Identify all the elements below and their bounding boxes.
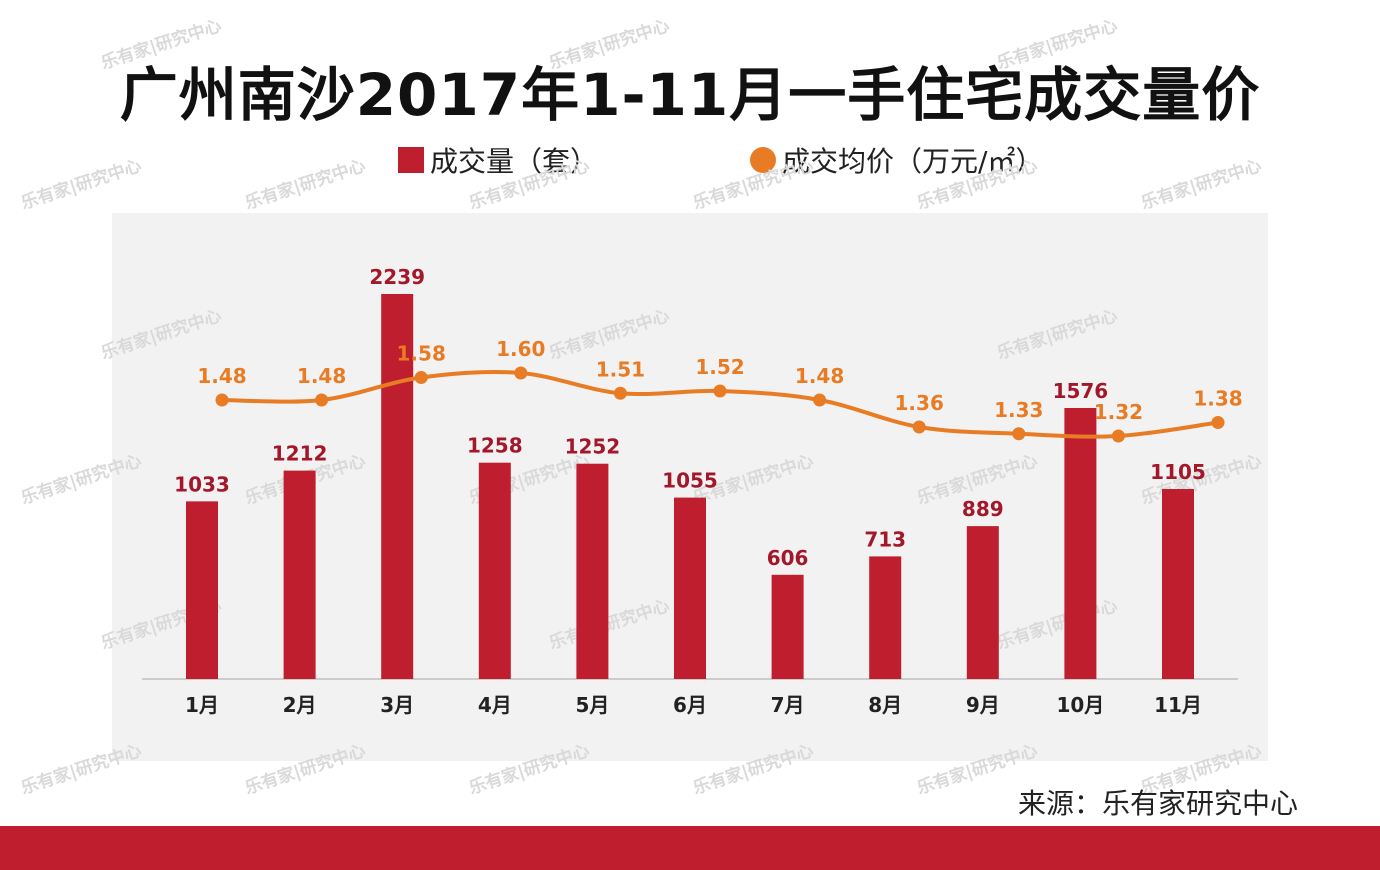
- legend-volume-label: 成交量（套）: [430, 145, 599, 178]
- price-point-9: [1012, 427, 1026, 441]
- price-point-3: [414, 371, 428, 384]
- price-value-label: 1.48: [297, 364, 346, 388]
- price-value-label: 1.38: [1193, 387, 1242, 411]
- price-value-label: 1.48: [795, 364, 844, 388]
- price-point-7: [813, 393, 827, 407]
- bar-value-label: 1033: [174, 472, 230, 496]
- price-point-11: [1211, 416, 1225, 429]
- legend-item-price: 成交均价（万元/㎡）: [750, 140, 1043, 180]
- price-point-8: [912, 420, 926, 434]
- bar-value-label: 606: [767, 546, 809, 570]
- bar-3: [381, 294, 414, 679]
- price-value-label: 1.58: [397, 342, 446, 366]
- bar-value-label: 1258: [467, 434, 523, 458]
- bar-value-label: 1252: [565, 435, 621, 459]
- chart-title: 广州南沙2017年1-11月一手住宅成交量价: [119, 61, 1261, 129]
- price-point-10: [1111, 429, 1125, 443]
- bar-value-label: 713: [864, 527, 906, 551]
- price-value-label: 1.33: [994, 398, 1043, 422]
- x-tick-label: 3月: [380, 693, 414, 717]
- x-tick-label: 2月: [283, 693, 317, 717]
- bar-value-label: 889: [962, 497, 1004, 521]
- x-tick-label: 1月: [185, 693, 219, 717]
- x-tick-label: 8月: [868, 693, 902, 717]
- price-value-label: 1.51: [596, 357, 645, 381]
- bar-7: [771, 574, 804, 679]
- price-value-label: 1.60: [496, 337, 545, 361]
- footer-band: [0, 826, 1380, 870]
- x-tick-label: 7月: [771, 693, 805, 717]
- legend-price-label: 成交均价（万元/㎡）: [782, 145, 1044, 178]
- x-tick-label: 5月: [575, 693, 609, 717]
- legend: 成交量（套） 成交均价（万元/㎡）: [0, 140, 1380, 180]
- bar-value-label: 1212: [272, 442, 328, 466]
- bar-11: [1162, 488, 1194, 679]
- legend-bar-swatch: [398, 147, 424, 173]
- bar-value-label: 2239: [369, 265, 425, 289]
- x-tick-label: 10月: [1056, 693, 1104, 717]
- price-point-6: [713, 384, 727, 398]
- price-value-label: 1.52: [695, 355, 744, 379]
- x-tick-label: 11月: [1154, 693, 1202, 717]
- source-note: 来源：乐有家研究中心: [1017, 787, 1298, 820]
- price-point-4: [514, 366, 528, 380]
- bar-1: [186, 501, 218, 679]
- price-point-2: [315, 393, 329, 407]
- x-tick-label: 9月: [966, 693, 1000, 717]
- price-value-label: 1.36: [895, 391, 944, 415]
- bar-2: [283, 470, 316, 679]
- bar-value-label: 1576: [1053, 379, 1109, 403]
- price-point-5: [613, 386, 627, 400]
- bar-5: [576, 463, 609, 679]
- bar-6: [674, 497, 706, 679]
- legend-item-volume: 成交量（套）: [398, 140, 598, 180]
- x-tick-label: 6月: [673, 693, 707, 717]
- bar-value-label: 1055: [662, 469, 718, 493]
- x-tick-label: 4月: [478, 693, 512, 717]
- price-value-label: 1.32: [1094, 400, 1143, 424]
- bar-10: [1064, 408, 1097, 679]
- bar-9: [966, 526, 999, 679]
- price-value-label: 1.48: [197, 364, 246, 388]
- bar-4: [478, 462, 511, 679]
- legend-line-swatch: [750, 147, 776, 173]
- price-point-1: [215, 393, 229, 407]
- bar-8: [869, 556, 902, 679]
- bar-value-label: 1105: [1150, 460, 1206, 484]
